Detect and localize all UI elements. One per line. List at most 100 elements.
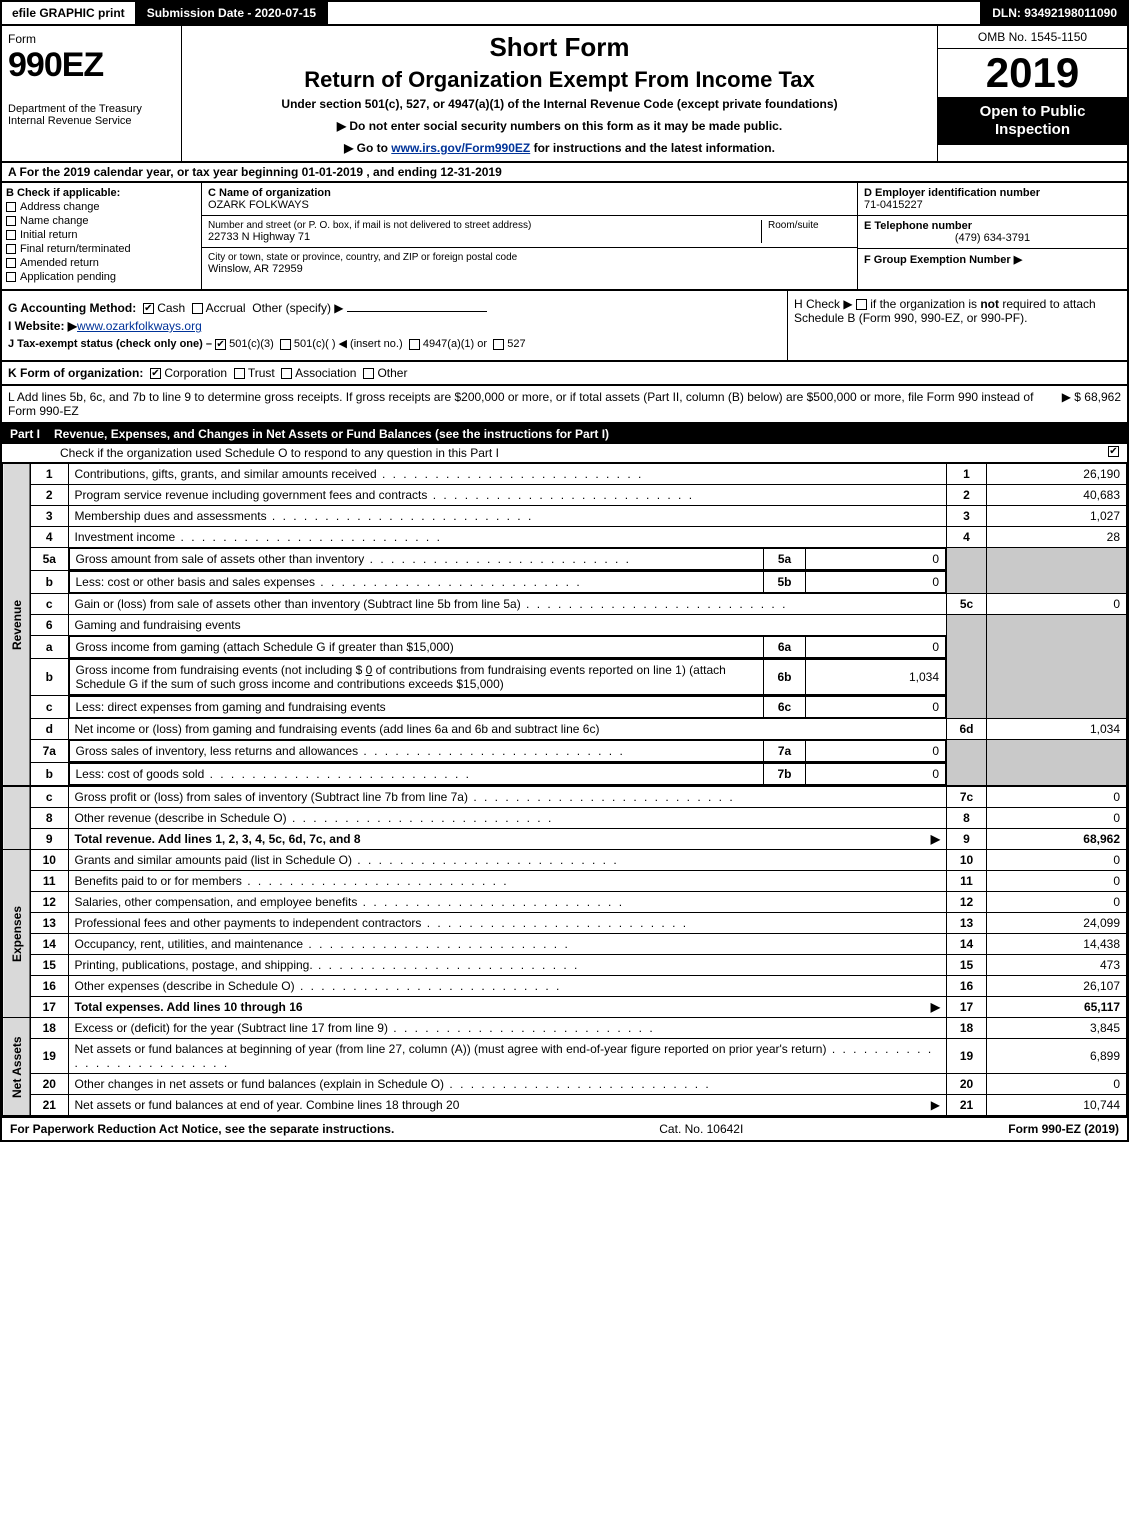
line-num: 15 (30, 955, 68, 976)
checkbox-501c-icon[interactable] (280, 339, 291, 350)
table-row: 20 Other changes in net assets or fund b… (3, 1074, 1127, 1095)
shade-cell (947, 548, 987, 594)
checkbox-assoc-icon[interactable] (281, 368, 292, 379)
lines-table-2: c Gross profit or (loss) from sales of i… (2, 786, 1127, 1116)
table-row: d Net income or (loss) from gaming and f… (3, 719, 1127, 740)
line-amt: 0 (987, 871, 1127, 892)
line-num: 13 (30, 913, 68, 934)
line-amt: 6,899 (987, 1039, 1127, 1074)
line-21-desc: Net assets or fund balances at end of ye… (68, 1095, 947, 1116)
checkbox-cash-icon[interactable] (143, 303, 154, 314)
l6b-pre: Gross income from fundraising events (no… (76, 663, 366, 677)
ein-label: D Employer identification number (864, 187, 1121, 199)
org-name: OZARK FOLKWAYS (208, 199, 331, 211)
h-text1: H Check ▶ (794, 297, 853, 311)
org-address-row: Number and street (or P. O. box, if mail… (202, 216, 857, 248)
dept-treasury: Department of the Treasury (8, 103, 175, 115)
inner-box: 7a (764, 741, 806, 762)
line-desc: Gross sales of inventory, less returns a… (69, 741, 764, 762)
section-f: F Group Exemption Number ▶ (858, 249, 1127, 270)
checkbox-icon[interactable] (6, 202, 16, 212)
j-4947: 4947(a)(1) or (423, 338, 487, 350)
line-num: b (30, 659, 68, 696)
part-i-label: Part I (10, 427, 40, 441)
checkbox-icon[interactable] (6, 230, 16, 240)
part-i-checkbox-icon[interactable] (1108, 446, 1119, 457)
line-num: 21 (30, 1095, 68, 1116)
website-link[interactable]: www.ozarkfolkways.org (77, 319, 202, 333)
line-box: 10 (947, 850, 987, 871)
part-i-sub-row: Check if the organization used Schedule … (2, 444, 1127, 463)
section-d: D Employer identification number 71-0415… (858, 183, 1127, 216)
line-num: 4 (30, 527, 68, 548)
table-row: Expenses 10 Grants and similar amounts p… (3, 850, 1127, 871)
checkbox-accrual-icon[interactable] (192, 303, 203, 314)
inner-val: 0 (806, 637, 946, 658)
chk-label: Name change (20, 215, 89, 227)
table-row: c Gain or (loss) from sale of assets oth… (3, 594, 1127, 615)
top-bar: efile GRAPHIC print Submission Date - 20… (0, 0, 1129, 26)
k-trust: Trust (248, 366, 275, 380)
line-num: 20 (30, 1074, 68, 1095)
footer-right-pre: Form (1008, 1122, 1041, 1136)
k-label: K Form of organization: (8, 366, 143, 380)
line-amt: 26,190 (987, 464, 1127, 485)
line-amt: 28 (987, 527, 1127, 548)
checkbox-icon[interactable] (6, 272, 16, 282)
ein-value: 71-0415227 (864, 199, 1121, 211)
line-desc: Gross income from gaming (attach Schedul… (69, 637, 764, 658)
line-num: c (30, 787, 68, 808)
checkbox-icon[interactable] (6, 258, 16, 268)
inner-box: 6b (764, 660, 806, 695)
line-box: 21 (947, 1095, 987, 1116)
table-row: 12 Salaries, other compensation, and emp… (3, 892, 1127, 913)
netassets-side-label: Net Assets (3, 1018, 31, 1116)
inner-val: 0 (806, 741, 946, 762)
ssn-warning: ▶ Do not enter social security numbers o… (192, 119, 927, 133)
line-amt: 3,845 (987, 1018, 1127, 1039)
line-num: 19 (30, 1039, 68, 1074)
table-row: 3 Membership dues and assessments 3 1,02… (3, 506, 1127, 527)
line-amt: 0 (987, 594, 1127, 615)
line-desc: Excess or (deficit) for the year (Subtra… (68, 1018, 947, 1039)
j-label: J Tax-exempt status (check only one) – (8, 338, 212, 350)
checkbox-h-icon[interactable] (856, 299, 867, 310)
footer-right-post: (2019) (1081, 1122, 1119, 1136)
l17-desc-text: Total expenses. Add lines 10 through 16 (75, 1000, 303, 1014)
shade-cell (947, 740, 987, 786)
l9-desc-text: Total revenue. Add lines 1, 2, 3, 4, 5c,… (75, 832, 361, 846)
line-box: 8 (947, 808, 987, 829)
checkbox-4947-icon[interactable] (409, 339, 420, 350)
checkbox-501c3-icon[interactable] (215, 339, 226, 350)
line-num: 10 (30, 850, 68, 871)
line-amt: 0 (987, 787, 1127, 808)
city-label: City or town, state or province, country… (208, 252, 517, 263)
line-9-desc: Total revenue. Add lines 1, 2, 3, 4, 5c,… (68, 829, 947, 850)
checkbox-icon[interactable] (6, 216, 16, 226)
checkbox-other-icon[interactable] (363, 368, 374, 379)
g-other-input[interactable] (347, 311, 487, 312)
part-i-title: Revenue, Expenses, and Changes in Net As… (54, 427, 609, 441)
inner-val: 0 (806, 764, 946, 785)
expenses-side-label: Expenses (3, 850, 31, 1018)
line-box: 12 (947, 892, 987, 913)
arrow-icon: ▶ (931, 1000, 940, 1014)
line-desc: Occupancy, rent, utilities, and maintena… (68, 934, 947, 955)
return-title: Return of Organization Exempt From Incom… (192, 67, 927, 93)
inner-box: 6a (764, 637, 806, 658)
checkbox-corp-icon[interactable] (150, 368, 161, 379)
line-amt: 0 (987, 850, 1127, 871)
checkbox-trust-icon[interactable] (234, 368, 245, 379)
checkbox-icon[interactable] (6, 244, 16, 254)
table-row: 19 Net assets or fund balances at beginn… (3, 1039, 1127, 1074)
gij-left: G Accounting Method: Cash Accrual Other … (2, 291, 787, 360)
line-7b-inner: Less: cost of goods sold 7b 0 (68, 763, 947, 786)
line-box: 20 (947, 1074, 987, 1095)
chk-application-pending: Application pending (6, 271, 197, 283)
header-left: Form 990EZ Department of the Treasury In… (2, 26, 182, 161)
checkbox-527-icon[interactable] (493, 339, 504, 350)
room-suite-label: Room/suite (761, 220, 851, 243)
table-row: 13 Professional fees and other payments … (3, 913, 1127, 934)
irs-link[interactable]: www.irs.gov/Form990EZ (391, 141, 530, 155)
row-a-tax-year: A For the 2019 calendar year, or tax yea… (0, 163, 1129, 183)
